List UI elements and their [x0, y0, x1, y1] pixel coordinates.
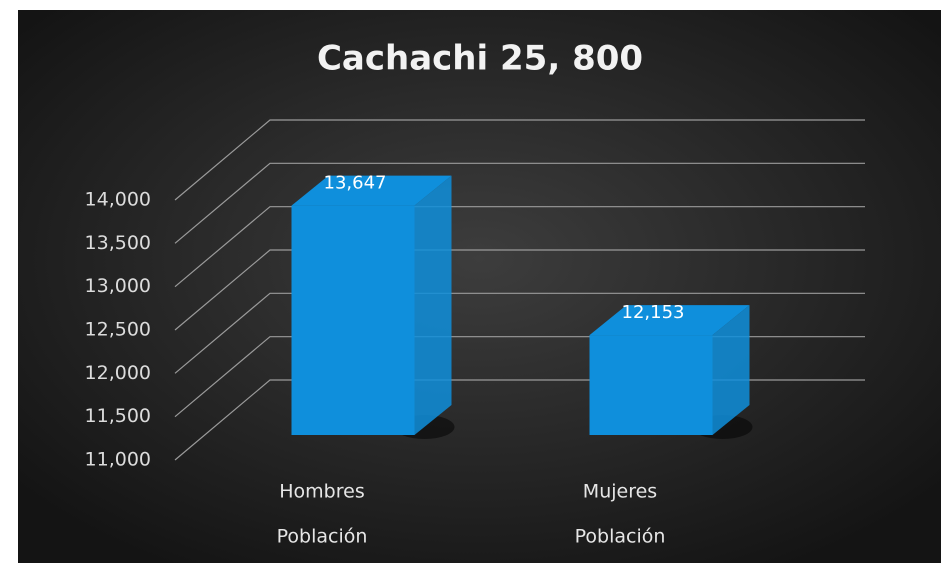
grid-line	[174, 249, 865, 331]
chart-background	[18, 10, 941, 563]
y-tick-label: 13,000	[85, 275, 151, 297]
bar-side	[712, 305, 750, 435]
grid-line	[174, 119, 865, 201]
x-group-label: Población	[575, 526, 666, 548]
x-tick-label: Hombres	[279, 481, 364, 503]
bar-top	[291, 175, 452, 206]
y-tick-label: 11,500	[85, 405, 151, 427]
y-tick-label: 12,500	[85, 319, 151, 341]
y-tick-label: 11,000	[85, 449, 151, 471]
bar	[589, 335, 713, 435]
x-group-label: Población	[277, 526, 368, 548]
grid-line	[174, 162, 865, 244]
bar	[291, 205, 415, 435]
y-tick-label: 14,000	[85, 189, 151, 211]
x-tick-label: Mujeres	[583, 481, 657, 503]
y-tick-label: 13,500	[85, 232, 151, 254]
value-label: 12,153	[622, 302, 685, 323]
grid-line	[174, 292, 865, 374]
bar-top	[589, 305, 750, 336]
chart-title: Cachachi 25, 800	[317, 39, 643, 79]
grid-line	[174, 206, 865, 288]
value-label: 13,647	[324, 173, 387, 194]
bar-side	[414, 175, 452, 436]
y-tick-label: 12,000	[85, 362, 151, 384]
